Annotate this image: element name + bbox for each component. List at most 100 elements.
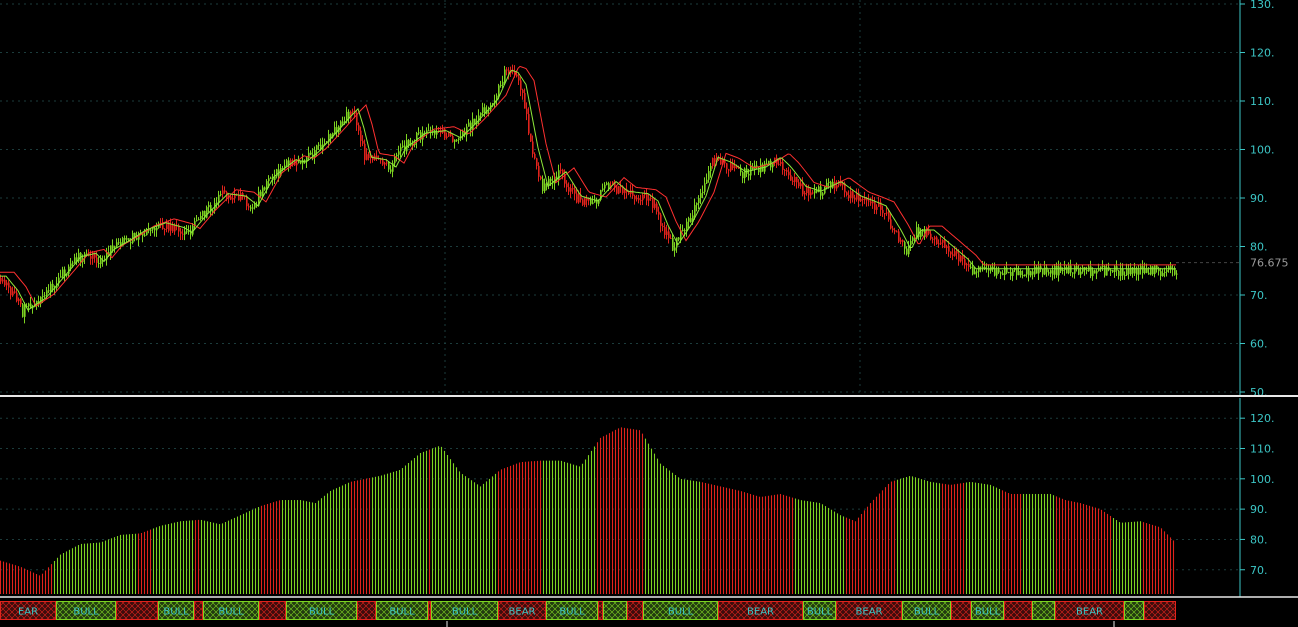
regime-segment-bull <box>803 601 836 620</box>
candle <box>942 239 944 249</box>
candle <box>870 197 872 206</box>
oscillator-tick-label: 120. <box>1250 412 1275 425</box>
candle <box>1122 263 1124 281</box>
candle <box>572 183 574 194</box>
candle <box>638 195 640 204</box>
candle <box>686 218 688 237</box>
candle <box>998 266 1000 274</box>
price-pane-axis[interactable]: 130. 120. 110. 100. 90. 80. 70. 60. 50. 76.675 <box>1176 0 1289 399</box>
candle <box>980 266 982 273</box>
candle <box>566 180 568 192</box>
candle <box>224 186 226 194</box>
candle <box>624 188 626 200</box>
candle <box>1030 270 1032 278</box>
candle <box>1076 262 1078 272</box>
candle <box>92 250 94 265</box>
candle <box>534 152 536 160</box>
candle <box>734 159 736 172</box>
candle <box>320 138 322 152</box>
price-tick-label: 120. <box>1250 47 1275 60</box>
candle <box>446 132 448 140</box>
candle <box>688 216 690 229</box>
candle <box>110 245 112 260</box>
oscillator-pane-axis[interactable]: 120. 110. 100. 90. 80. 70. <box>1239 398 1275 597</box>
candle <box>646 188 648 206</box>
candle <box>958 249 960 266</box>
candle <box>444 127 446 140</box>
candle <box>616 185 618 195</box>
candle <box>218 190 220 207</box>
candle <box>976 269 978 278</box>
candle <box>474 118 476 125</box>
candle <box>1120 262 1122 281</box>
candle <box>788 166 790 180</box>
candle <box>194 217 196 231</box>
candle <box>964 254 966 269</box>
candle <box>640 194 642 206</box>
candle <box>452 134 454 143</box>
regime-segment-bull <box>56 601 116 620</box>
candle <box>1152 265 1154 276</box>
candle <box>826 178 828 190</box>
candle <box>790 169 792 181</box>
candle <box>528 107 530 136</box>
candle <box>1038 261 1040 280</box>
candle <box>208 201 210 213</box>
candle <box>438 127 440 134</box>
candle <box>1138 265 1140 281</box>
candle <box>44 291 46 299</box>
price-pane-moving-averages <box>0 65 1176 311</box>
candle <box>454 139 456 149</box>
candle <box>164 228 166 236</box>
regime-label: BULL <box>452 607 478 618</box>
candle <box>116 238 118 248</box>
candle <box>316 144 318 157</box>
candle <box>100 254 102 269</box>
candle <box>696 202 698 212</box>
candle <box>706 173 708 185</box>
candle <box>12 286 14 297</box>
candle <box>886 206 888 216</box>
candle <box>132 230 134 245</box>
candle <box>960 254 962 263</box>
candle <box>404 140 406 158</box>
candle <box>482 102 484 116</box>
candle <box>924 226 926 240</box>
candle <box>250 204 252 212</box>
candle <box>1096 268 1098 280</box>
candle <box>772 162 774 173</box>
candle <box>708 166 710 183</box>
candle <box>352 108 354 115</box>
candle <box>904 240 906 255</box>
candle <box>504 65 506 86</box>
regime-label: BULL <box>807 607 833 618</box>
candle <box>900 237 902 245</box>
candle <box>850 186 852 204</box>
candle <box>206 205 208 219</box>
slow-moving-average-line <box>0 65 1176 307</box>
candle <box>1002 270 1004 276</box>
candle <box>1066 265 1068 274</box>
candle <box>1018 265 1020 276</box>
candle <box>532 135 534 158</box>
candle <box>234 187 236 203</box>
candle <box>702 185 704 199</box>
candle <box>1158 266 1160 276</box>
candle <box>1110 268 1112 277</box>
candle <box>874 196 876 215</box>
candle <box>388 160 390 173</box>
candle <box>938 239 940 248</box>
regime-label: BULL <box>73 607 99 618</box>
candle <box>952 248 954 261</box>
regime-label: BULL <box>309 607 335 618</box>
regime-segment-bull <box>643 601 718 620</box>
candle <box>934 235 936 246</box>
candle <box>800 179 802 189</box>
candle <box>1036 264 1038 274</box>
candle <box>450 130 452 137</box>
candle <box>24 302 26 324</box>
candle <box>1086 266 1088 275</box>
candle <box>690 213 692 223</box>
candle <box>586 194 588 208</box>
candle <box>744 167 746 184</box>
